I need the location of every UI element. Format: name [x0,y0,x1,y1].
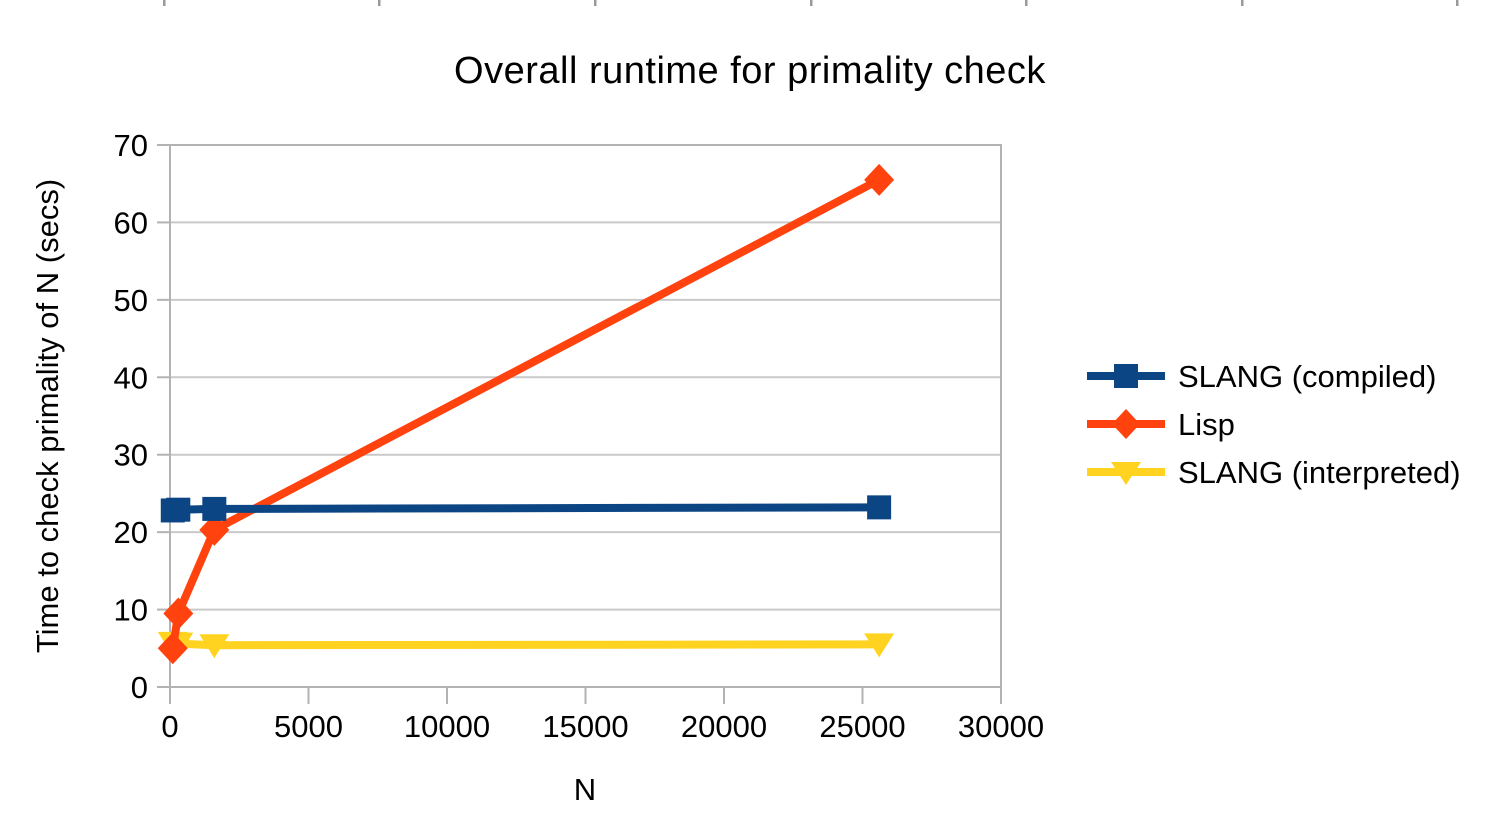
square-marker-icon [1087,364,1165,388]
plot-border [169,144,1002,688]
chart-title: Overall runtime for primality check [454,50,1046,92]
diamond-marker-icon [1087,409,1165,439]
top-ruler-ticks [163,0,1459,6]
legend-label-lisp: Lisp [1178,406,1235,442]
svg-text:0: 0 [161,709,178,744]
svg-text:20000: 20000 [681,709,767,744]
legend-item-lisp: Lisp [1086,406,1461,442]
y-axis-ticks: 0 10 20 30 40 50 60 70 [114,128,170,705]
x-axis-ticks: 0 5000 10000 15000 20000 25000 30000 [161,687,1044,744]
svg-text:0: 0 [131,670,148,705]
svg-text:5000: 5000 [274,709,343,744]
series-2 [157,631,895,659]
y-axis-title: Time to check primality of N (secs) [30,178,65,654]
svg-text:25000: 25000 [819,709,905,744]
legend-item-slang-interpreted: SLANG (interpreted) [1086,454,1461,490]
svg-text:60: 60 [114,205,148,240]
svg-text:40: 40 [114,360,148,395]
legend-label-slang-interpreted: SLANG (interpreted) [1178,454,1461,490]
legend-item-slang-compiled: SLANG (compiled) [1086,358,1461,394]
svg-text:70: 70 [114,128,148,163]
svg-text:30000: 30000 [958,709,1044,744]
svg-text:10000: 10000 [404,709,490,744]
triangle-down-marker-icon [1087,462,1165,485]
legend: SLANG (compiled) Lisp SLANG (interpreted… [1086,358,1461,490]
svg-text:15000: 15000 [542,709,628,744]
svg-text:20: 20 [114,515,148,550]
x-axis-title: N [573,772,597,807]
series-1 [157,163,895,665]
gridlines [170,144,1001,688]
svg-text:30: 30 [114,438,148,473]
svg-text:10: 10 [114,593,148,628]
svg-text:50: 50 [114,283,148,318]
legend-label-slang-compiled: SLANG (compiled) [1178,358,1437,394]
series-0 [160,495,892,523]
